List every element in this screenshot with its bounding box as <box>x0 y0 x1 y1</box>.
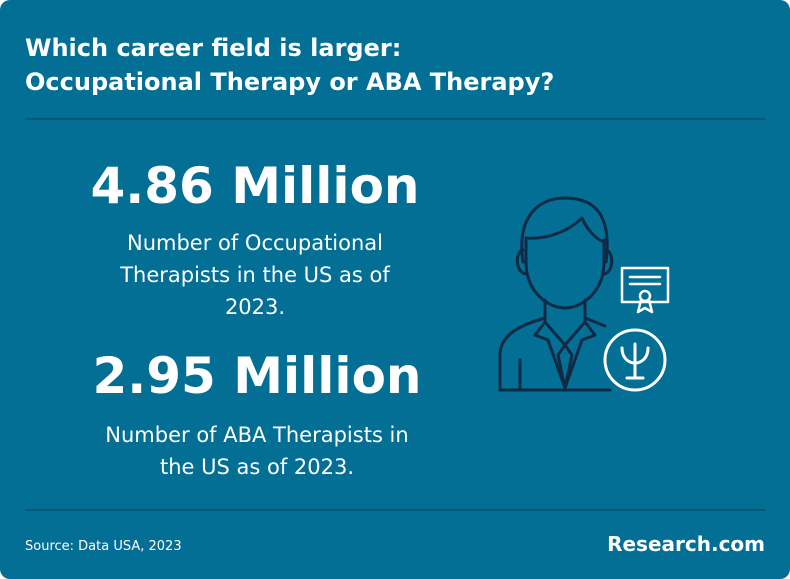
stat-description: the US as of 2023. <box>160 455 354 479</box>
therapist-icon <box>498 196 614 392</box>
title: Occupational Therapy or ABA Therapy? <box>25 68 554 96</box>
stat-value: 4.86 Million <box>90 157 419 215</box>
certificate-icon <box>620 266 670 314</box>
stat-description: 2023. <box>225 295 285 319</box>
title: Which career field is larger: <box>25 34 401 62</box>
stat-description: Number of Occupational <box>127 231 383 255</box>
brand: Research.com <box>607 532 765 556</box>
stat-description: Therapists in the US as of <box>119 263 390 287</box>
psi-icon <box>603 328 667 392</box>
stat-value: 2.95 Million <box>92 347 421 405</box>
stat-description: Number of ABA Therapists in <box>105 423 408 447</box>
source: Source: Data USA, 2023 <box>25 539 182 554</box>
